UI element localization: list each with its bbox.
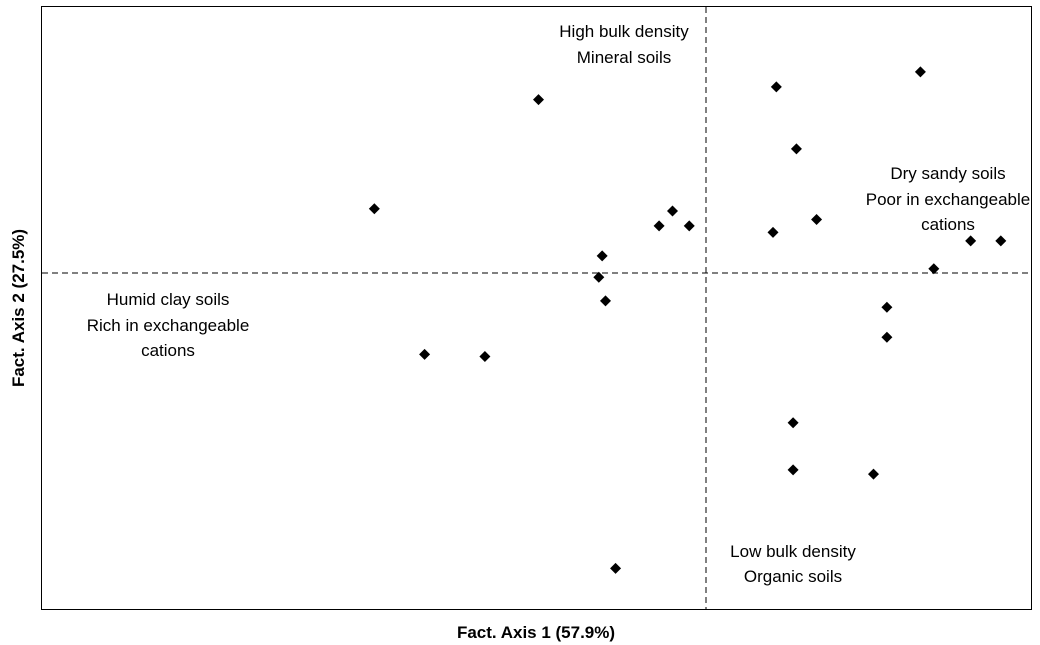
data-point-24 — [610, 562, 622, 574]
data-point-21 — [787, 417, 799, 429]
data-point-10 — [683, 220, 695, 232]
data-point-8 — [653, 220, 665, 232]
data-point-13 — [767, 226, 779, 238]
x-axis-title: Fact. Axis 1 (57.9%) — [457, 623, 615, 642]
data-point-2 — [368, 203, 380, 215]
annotation-dry-sandy-line1: Dry sandy soils — [890, 164, 1005, 183]
annotation-dry-sandy-line2: Poor in exchangeable — [866, 190, 1030, 209]
data-point-11 — [770, 81, 782, 93]
annotation-humid-clay-line3: cations — [141, 341, 195, 360]
data-point-6 — [593, 271, 605, 283]
data-point-23 — [868, 468, 879, 480]
annotation-low-bulk-density-line2: Organic soils — [744, 567, 842, 586]
data-point-9 — [667, 205, 678, 217]
data-point-14 — [811, 214, 823, 225]
data-point-20 — [881, 331, 893, 343]
data-point-22 — [787, 464, 799, 476]
data-point-4 — [419, 348, 431, 360]
data-point-19 — [881, 301, 893, 313]
annotation-humid-clay-line2: Rich in exchangeable — [87, 316, 250, 335]
data-point-3 — [479, 350, 491, 362]
annotation-humid-clay-line1: Humid clay soils — [107, 290, 230, 309]
data-point-16 — [965, 235, 977, 247]
data-point-15 — [914, 66, 926, 78]
annotation-dry-sandy-line3: cations — [921, 215, 975, 234]
y-axis-title: Fact. Axis 2 (27.5%) — [9, 229, 28, 387]
data-point-18 — [928, 263, 940, 275]
data-point-1 — [533, 94, 544, 106]
plot-frame — [41, 6, 1032, 610]
data-point-12 — [790, 143, 802, 155]
annotation-high-bulk-density-line2: Mineral soils — [577, 48, 671, 67]
data-points — [368, 66, 1007, 574]
data-point-7 — [600, 295, 611, 307]
data-point-17 — [995, 235, 1007, 247]
data-point-5 — [596, 250, 608, 262]
annotation-low-bulk-density-line1: Low bulk density — [730, 542, 856, 561]
annotation-high-bulk-density-line1: High bulk density — [559, 22, 689, 41]
